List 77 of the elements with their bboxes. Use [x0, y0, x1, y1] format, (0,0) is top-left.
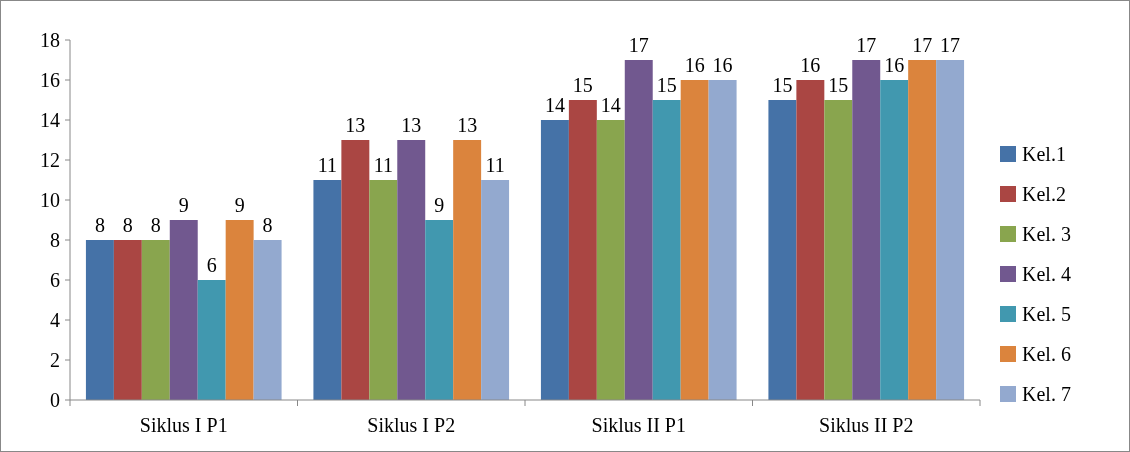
data-label: 15 — [772, 74, 793, 96]
data-label: 9 — [434, 194, 445, 216]
data-label: 8 — [122, 214, 133, 236]
data-label: 6 — [206, 254, 217, 276]
bar — [540, 120, 569, 400]
y-tick-label: 8 — [50, 229, 60, 251]
legend-label: Kel. 5 — [1022, 303, 1071, 325]
y-tick-label: 0 — [50, 389, 60, 411]
data-label: 14 — [544, 94, 565, 116]
bar — [141, 240, 170, 400]
bar — [908, 60, 937, 400]
bar — [425, 220, 454, 400]
bar — [768, 100, 797, 400]
data-label: 14 — [600, 94, 621, 116]
x-tick-label: Siklus II P2 — [819, 414, 914, 436]
y-tick-label: 16 — [40, 69, 60, 91]
bar — [936, 60, 965, 400]
legend-label: Kel.2 — [1022, 183, 1066, 205]
data-label: 17 — [628, 34, 649, 56]
bar — [596, 120, 625, 400]
y-tick-label: 18 — [40, 29, 60, 51]
data-label: 16 — [800, 54, 821, 76]
bar — [85, 240, 114, 400]
data-label: 16 — [712, 54, 733, 76]
data-label: 16 — [884, 54, 905, 76]
bar — [680, 80, 709, 400]
y-tick-label: 14 — [40, 109, 60, 131]
data-label: 8 — [262, 214, 273, 236]
bar — [824, 100, 853, 400]
legend-label: Kel. 7 — [1022, 383, 1071, 405]
bar — [253, 240, 282, 400]
bar — [852, 60, 881, 400]
x-tick-label: Siklus I P2 — [367, 414, 456, 436]
y-tick-label: 12 — [40, 149, 60, 171]
bar — [624, 60, 653, 400]
data-label: 15 — [572, 74, 593, 96]
bar — [397, 140, 426, 400]
bar — [568, 100, 597, 400]
bar — [369, 180, 398, 400]
bar — [796, 80, 825, 400]
data-label: 16 — [684, 54, 705, 76]
data-label: 15 — [656, 74, 677, 96]
legend-label: Kel. 6 — [1022, 343, 1071, 365]
data-label: 13 — [345, 114, 366, 136]
data-label: 11 — [317, 154, 338, 176]
bar — [341, 140, 370, 400]
bar — [880, 80, 909, 400]
legend-label: Kel.1 — [1022, 143, 1066, 165]
y-tick-label: 2 — [50, 349, 60, 371]
y-tick-label: 6 — [50, 269, 60, 291]
data-label: 17 — [940, 34, 961, 56]
bar — [197, 280, 226, 400]
bar — [225, 220, 254, 400]
data-label: 13 — [457, 114, 478, 136]
bar — [708, 80, 737, 400]
data-label: 15 — [828, 74, 849, 96]
data-label: 8 — [94, 214, 105, 236]
data-label: 17 — [856, 34, 877, 56]
data-label: 17 — [912, 34, 933, 56]
legend-label: Kel. 4 — [1022, 263, 1071, 285]
bar — [481, 180, 510, 400]
data-label: 13 — [401, 114, 422, 136]
bar — [453, 140, 482, 400]
x-tick-label: Siklus I P1 — [139, 414, 228, 436]
data-label: 8 — [150, 214, 161, 236]
y-tick-label: 4 — [50, 309, 60, 331]
data-label: 11 — [373, 154, 393, 176]
y-tick-label: 10 — [40, 189, 60, 211]
bar — [652, 100, 681, 400]
data-label: 9 — [234, 194, 245, 216]
data-label: 9 — [178, 194, 189, 216]
bar — [169, 220, 198, 400]
data-label: 11 — [485, 154, 505, 176]
bar — [113, 240, 142, 400]
legend-label: Kel. 3 — [1022, 223, 1071, 245]
bar — [313, 180, 342, 400]
x-tick-label: Siklus II P1 — [591, 414, 686, 436]
